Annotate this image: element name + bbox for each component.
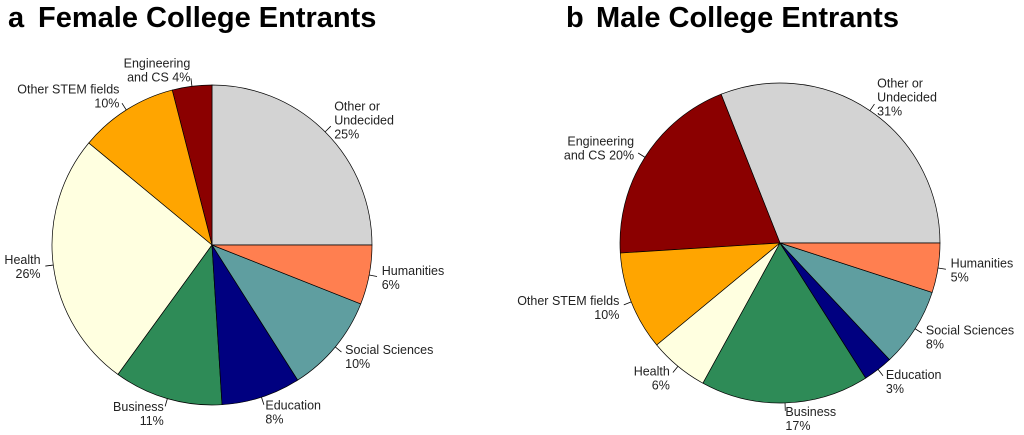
slice-label-line: 6%	[382, 278, 400, 292]
slice-label-line: 25%	[334, 128, 359, 142]
slice-label-line: 8%	[926, 337, 944, 351]
slice-label-line: 5%	[951, 271, 969, 285]
slice-label-line: and CS 20%	[564, 149, 634, 163]
slice-label: Other or Undecided 31%	[877, 76, 937, 118]
slice-label: Humanities 6%	[382, 264, 445, 292]
leader-line	[672, 366, 679, 373]
slice-label: Engineering and CS 4%	[124, 56, 191, 84]
pie-slice-social-sciences	[211, 244, 362, 381]
slice-label-line: Social Sciences	[926, 323, 1014, 337]
pie-female: Other or Undecided 25% Engineering and CS 4%…	[4, 56, 444, 428]
slice-label-line: Health	[4, 253, 40, 267]
slice-label-line: 8%	[265, 412, 283, 426]
slice-label-line: Education	[886, 368, 942, 382]
slice-label: Other or Undecided 25%	[334, 100, 394, 142]
slice-label-line: 17%	[785, 419, 810, 433]
pie-slice-other-stem-fields	[88, 89, 213, 246]
panel-a: a Female College Entrants Other or Undeci…	[4, 2, 444, 428]
leader-line	[369, 274, 378, 277]
slice-label-line: Other STEM fields	[517, 294, 619, 308]
slice-label-line: Social Sciences	[345, 343, 433, 357]
slice-label: Other STEM fields 10%	[17, 82, 119, 110]
slice-label: Business 17%	[785, 405, 836, 433]
pie-slice-health	[51, 142, 213, 375]
slice-label-line: 10%	[94, 96, 119, 110]
slice-label-line: Business	[785, 405, 836, 419]
leader-line	[937, 267, 946, 270]
slice-label-line: Business	[113, 400, 164, 414]
slice-label-line: Other or	[334, 100, 380, 114]
pie-slice-engineering-and-cs	[619, 93, 781, 254]
slice-label-line: Undecided	[877, 90, 937, 104]
slice-label-line: 11%	[140, 414, 164, 428]
leader-line	[121, 102, 127, 111]
slice-label-line: 6%	[652, 379, 670, 393]
slice-label: Health 26%	[4, 253, 40, 281]
pie-slice-humanities	[779, 242, 941, 293]
slice-label: Business 11%	[113, 400, 164, 428]
slice-label-line: 31%	[877, 104, 902, 118]
slice-label-line: Education	[265, 398, 321, 412]
slice-label-line: Humanities	[951, 257, 1014, 271]
leader-line	[914, 328, 923, 334]
pie-slice-business	[117, 244, 223, 406]
slice-label: Engineering and CS 20%	[564, 135, 634, 163]
slice-label-line: Engineering	[567, 135, 634, 149]
pie-male: Other or Undecided 31% Engineering and CS 20…	[517, 76, 1014, 432]
pie-slice-humanities	[211, 244, 373, 305]
panel-letter-a: a	[8, 2, 25, 34]
slice-label-line: Humanities	[382, 264, 445, 278]
leader-line	[877, 369, 884, 376]
leader-line	[637, 152, 646, 158]
pie-slice-other-or-undecided	[720, 82, 941, 244]
slice-label-line: Health	[634, 365, 670, 379]
leader-line	[164, 398, 168, 407]
slice-label-line: 10%	[345, 357, 370, 371]
pie-slice-business	[702, 242, 867, 404]
slice-label-line: Other or	[877, 76, 923, 90]
panel-b: b Male College Entrants Other or Undecide…	[517, 2, 1014, 433]
slice-label-line: 3%	[886, 382, 904, 396]
slice-label-line: and CS 4%	[127, 70, 190, 84]
leader-line	[623, 301, 632, 306]
slice-label-line: Other STEM fields	[17, 82, 119, 96]
pie-slice-other-stem-fields	[619, 242, 782, 346]
slice-label-line: Engineering	[124, 56, 191, 70]
leader-line	[190, 78, 193, 87]
slice-label: Health 6%	[634, 365, 670, 393]
chart-title-a: Female College Entrants	[38, 2, 376, 34]
leader-line	[324, 125, 332, 133]
slice-label-line: Undecided	[334, 114, 394, 128]
slice-label: Education 8%	[265, 398, 321, 426]
slice-label: Social Sciences 8%	[926, 323, 1014, 351]
leader-line	[261, 397, 265, 405]
leader-line	[869, 103, 875, 111]
slice-label: Social Sciences 10%	[345, 343, 433, 371]
slice-label-line: 10%	[594, 308, 619, 322]
chart-title-b: Male College Entrants	[596, 2, 899, 34]
leader-line	[335, 346, 342, 353]
panel-letter-b: b	[566, 2, 584, 34]
slice-label-line: 26%	[16, 267, 41, 281]
leader-line	[45, 264, 54, 267]
slice-label: Other STEM fields 10%	[517, 294, 619, 322]
slice-label: Education 3%	[886, 368, 942, 396]
slice-label: Humanities 5%	[951, 257, 1014, 285]
